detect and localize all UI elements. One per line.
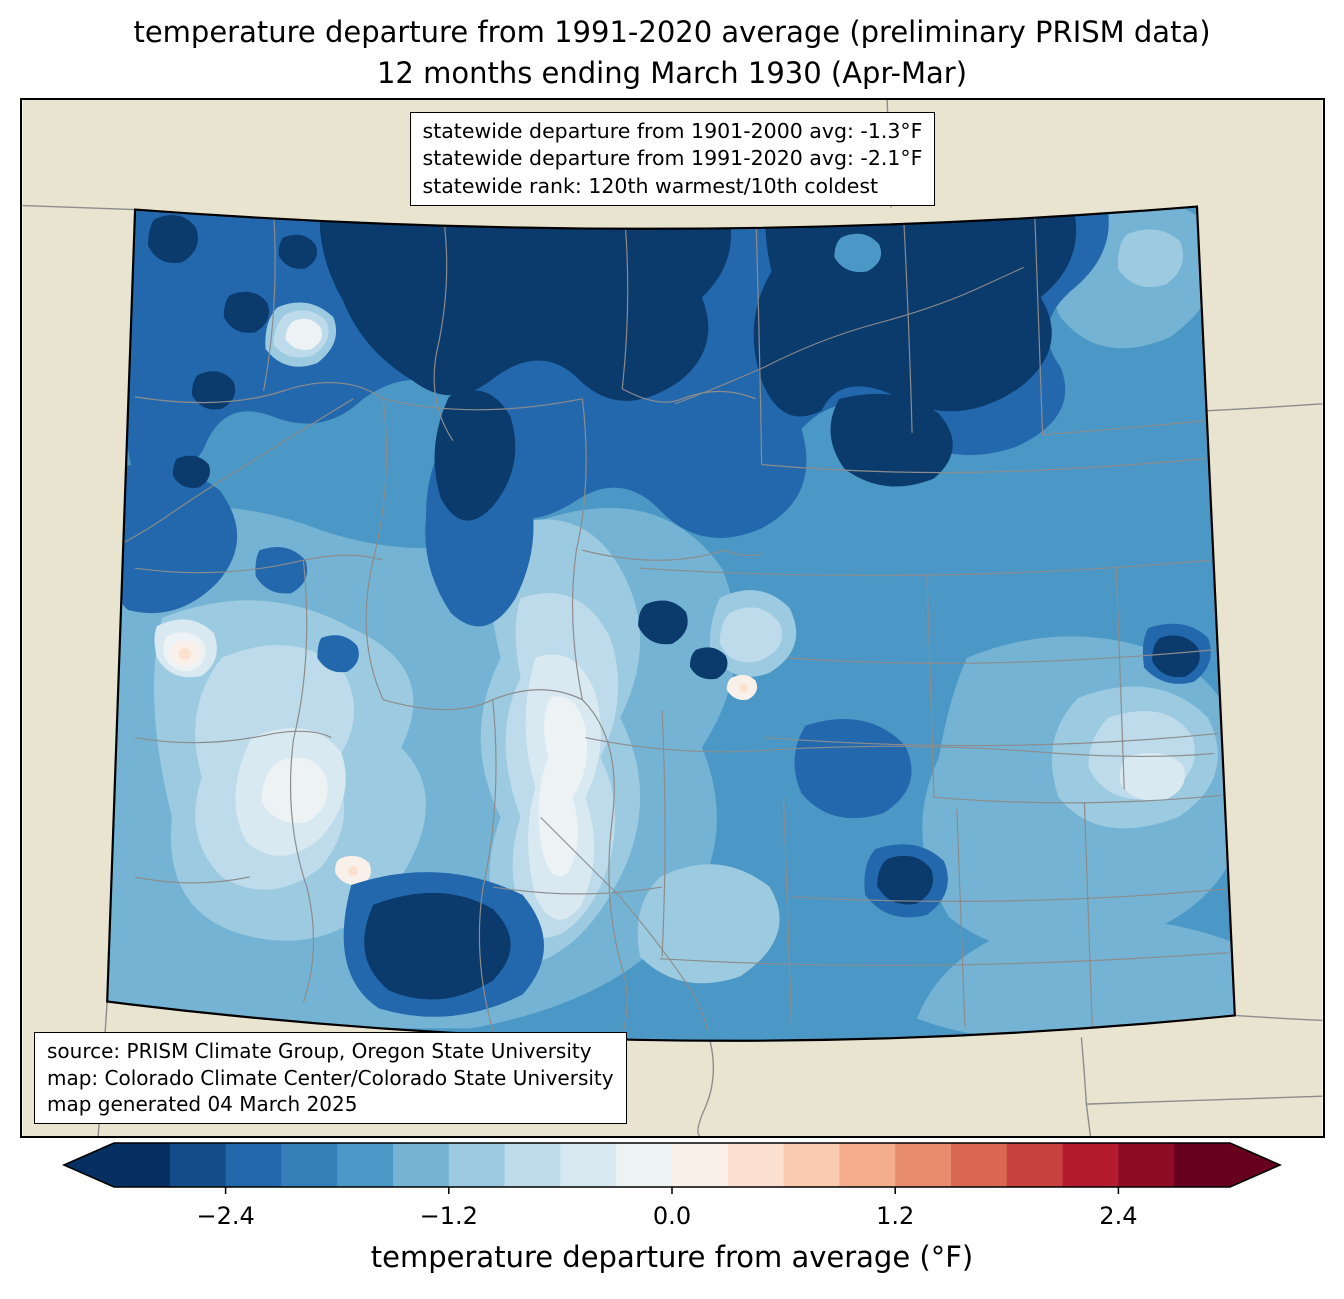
source-line-3: map generated 04 March 2025 — [47, 1092, 358, 1117]
colorbar-segment — [1006, 1143, 1064, 1187]
colorbar-segment — [1062, 1143, 1119, 1187]
title-line-1: temperature departure from 1991-2020 ave… — [133, 15, 1211, 49]
colorbar-segment — [1118, 1143, 1175, 1187]
colorbar-tick-label: −1.2 — [419, 1202, 478, 1230]
colorbar-segment — [727, 1143, 785, 1187]
colorbar-segment — [281, 1143, 338, 1187]
colorbar-left-arrow — [64, 1143, 114, 1187]
colorbar-tick-label: −2.4 — [196, 1202, 255, 1230]
contour-dark2 — [148, 206, 1200, 1000]
county-lines — [134, 207, 1228, 1037]
source-box: source: PRISM Climate Group, Oregon Stat… — [34, 1032, 627, 1124]
stats-line-3: statewide rank: 120th warmest/10th colde… — [422, 173, 879, 198]
map-frame: statewide departure from 1901-2000 avg: … — [20, 98, 1325, 1138]
colorbar-segment — [225, 1143, 282, 1187]
colorbar-segment — [114, 1143, 171, 1187]
colorbar-segment — [616, 1143, 673, 1187]
stats-line-2: statewide departure from 1991-2020 avg: … — [422, 146, 923, 171]
colorbar-tick-label: 2.4 — [1099, 1202, 1138, 1230]
colorbar-segment — [895, 1143, 952, 1187]
colorbar-segment — [448, 1143, 506, 1187]
colorbar-segment — [672, 1143, 729, 1187]
source-line-2: map: Colorado Climate Center/Colorado St… — [47, 1065, 614, 1090]
contour-specks — [265, 229, 1183, 367]
colorbar-tick-label: 0.0 — [652, 1202, 692, 1230]
contour-pink — [178, 647, 748, 877]
stats-box: statewide departure from 1901-2000 avg: … — [409, 112, 936, 206]
colorbar-segment — [783, 1143, 840, 1187]
colorbar-tick-label: 1.2 — [876, 1202, 915, 1230]
colorbar-tickmarks — [224, 1187, 1120, 1194]
colorbar-segment — [504, 1143, 561, 1187]
colorbar-right-arrow — [1230, 1143, 1280, 1187]
river-lines — [107, 266, 1214, 1033]
colorbar: −2.4 −1.2 0.0 1.2 2.4 — [62, 1142, 1282, 1238]
colorbar-svg — [62, 1142, 1282, 1194]
colorado-temperature-map — [22, 100, 1323, 1136]
title-line-2: 12 months ending March 1930 (Apr-Mar) — [376, 55, 968, 90]
source-line-1: source: PRISM Climate Group, Oregon Stat… — [47, 1039, 592, 1064]
colorbar-axis-label: temperature departure from average (°F) — [370, 1240, 974, 1274]
colorbar-segment — [169, 1143, 227, 1187]
colorbar-segment — [393, 1143, 450, 1187]
page-title: temperature departure from 1991-2020 ave… — [0, 12, 1344, 93]
colorbar-segment — [839, 1143, 896, 1187]
colorbar-outline — [62, 1142, 1282, 1188]
colorbar-segment — [1174, 1143, 1231, 1187]
colorbar-segment — [337, 1143, 394, 1187]
stats-line-1: statewide departure from 1901-2000 avg: … — [422, 119, 923, 143]
colorbar-segment — [560, 1143, 617, 1187]
colorbar-tick-labels: −2.4 −1.2 0.0 1.2 2.4 — [64, 1142, 1280, 1238]
colorbar-segment — [951, 1143, 1008, 1187]
colorbar-segments — [114, 1143, 1231, 1187]
